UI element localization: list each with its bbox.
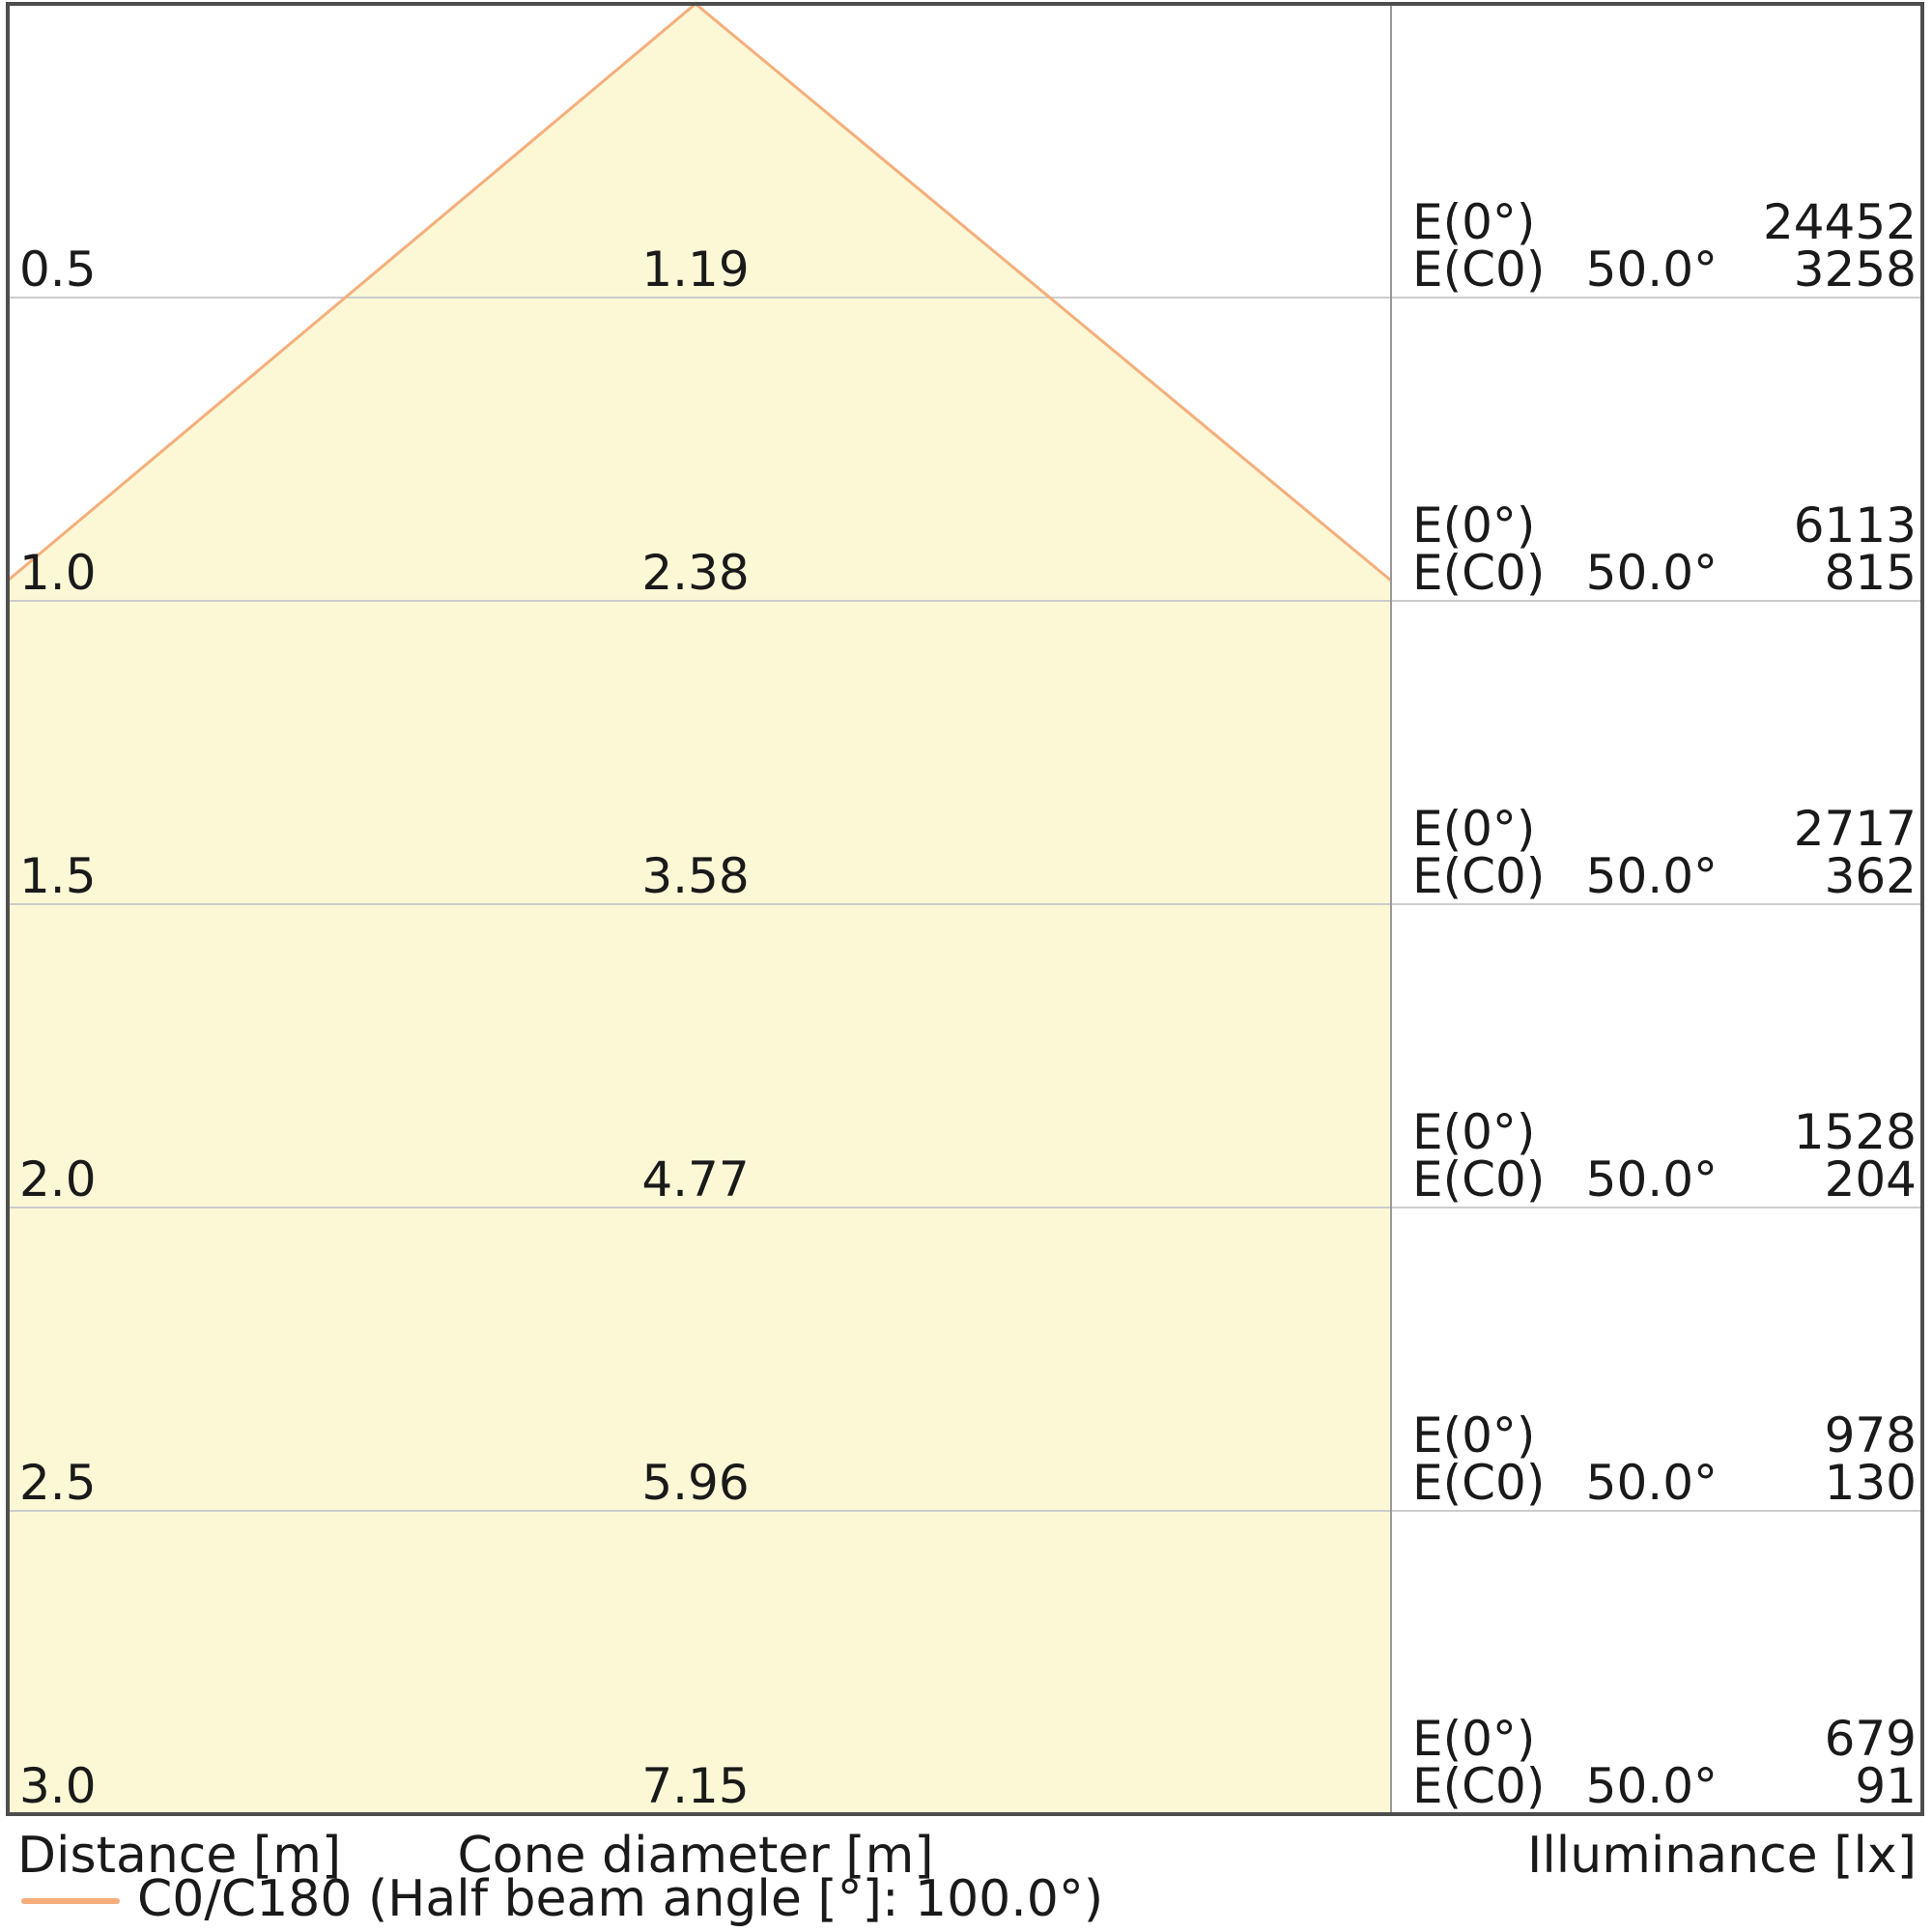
- gridlines: [8, 297, 1922, 1512]
- ec0-value: 130: [1824, 1455, 1917, 1511]
- e0-label: E(0°): [1412, 194, 1536, 250]
- ec0-value: 91: [1855, 1758, 1917, 1814]
- ec0-angle: 50.0°: [1585, 1758, 1718, 1814]
- ec0-line: E(C0) 50.0° 91: [1412, 1758, 1917, 1814]
- e0-line: E(0°) 978: [1412, 1407, 1917, 1463]
- distance-label: 2.5: [19, 1455, 97, 1511]
- ec0-label: E(C0): [1412, 1151, 1546, 1208]
- legend-label: C0/C180 (Half beam angle [°]: 100.0°): [137, 1870, 1104, 1928]
- illuminance-row: E(0°) 2717 E(C0) 50.0° 362: [1412, 801, 1917, 904]
- e0-line: E(0°) 24452: [1412, 194, 1917, 250]
- illuminance-row: E(0°) 6113 E(C0) 50.0° 815: [1412, 497, 1917, 601]
- illuminance-axis-label: Illuminance [lx]: [1527, 1827, 1917, 1885]
- e0-line: E(0°) 679: [1412, 1711, 1917, 1767]
- e0-value: 6113: [1793, 497, 1917, 554]
- ec0-value: 204: [1824, 1151, 1917, 1208]
- distance-axis-label: Distance [m]: [17, 1827, 342, 1885]
- e0-label: E(0°): [1412, 801, 1536, 857]
- ec0-line: E(C0) 50.0° 204: [1412, 1151, 1917, 1208]
- ec0-label: E(C0): [1412, 1758, 1546, 1814]
- ec0-label: E(C0): [1412, 1455, 1546, 1511]
- ec0-line: E(C0) 50.0° 362: [1412, 848, 1917, 904]
- ec0-angle: 50.0°: [1585, 1151, 1718, 1208]
- cone-fill: [8, 4, 1391, 1814]
- ec0-angle: 50.0°: [1585, 848, 1718, 904]
- e0-line: E(0°) 2717: [1412, 801, 1917, 857]
- e0-label: E(0°): [1412, 1407, 1536, 1463]
- e0-label: E(0°): [1412, 1104, 1536, 1160]
- e0-value: 24452: [1762, 194, 1917, 250]
- distance-label: 1.0: [19, 545, 97, 601]
- e0-value: 1528: [1793, 1104, 1917, 1160]
- illuminance-row: E(0°) 679 E(C0) 50.0° 91: [1412, 1711, 1917, 1814]
- cone-diameter-label: 1.19: [641, 242, 750, 298]
- cone-diameter-label: 5.96: [641, 1455, 750, 1511]
- cone-diameter-label: 2.38: [641, 545, 750, 601]
- ec0-label: E(C0): [1412, 545, 1546, 601]
- e0-value: 2717: [1793, 801, 1917, 857]
- legend: C0/C180 (Half beam angle [°]: 100.0°): [0, 1864, 1932, 1932]
- illuminance-row: E(0°) 24452 E(C0) 50.0° 3258: [1412, 194, 1917, 298]
- ec0-angle: 50.0°: [1585, 545, 1718, 601]
- distance-label: 0.5: [19, 242, 97, 298]
- ec0-line: E(C0) 50.0° 130: [1412, 1455, 1917, 1511]
- distance-label: 1.5: [19, 848, 97, 904]
- e0-line: E(0°) 1528: [1412, 1104, 1917, 1160]
- e0-label: E(0°): [1412, 497, 1536, 554]
- illuminance-row: E(0°) 978 E(C0) 50.0° 130: [1412, 1407, 1917, 1511]
- cone-diameter-label: 4.77: [641, 1151, 750, 1208]
- cone-diameter-label: 7.15: [641, 1758, 750, 1814]
- ec0-value: 815: [1824, 545, 1917, 601]
- e0-line: E(0°) 6113: [1412, 497, 1917, 554]
- distance-label: 2.0: [19, 1151, 97, 1208]
- legend-line-swatch: [21, 1898, 120, 1904]
- illuminance-row: E(0°) 1528 E(C0) 50.0° 204: [1412, 1104, 1917, 1208]
- ec0-value: 3258: [1793, 242, 1917, 298]
- ec0-line: E(C0) 50.0° 815: [1412, 545, 1917, 601]
- distance-label: 3.0: [19, 1758, 97, 1814]
- cone-diameter-label: 3.58: [641, 848, 750, 904]
- e0-value: 679: [1824, 1711, 1917, 1767]
- ec0-angle: 50.0°: [1585, 1455, 1718, 1511]
- ec0-label: E(C0): [1412, 242, 1546, 298]
- ec0-angle: 50.0°: [1585, 242, 1718, 298]
- ec0-label: E(C0): [1412, 848, 1546, 904]
- cone-diameter-axis-label: Cone diameter [m]: [457, 1827, 934, 1885]
- plot-border: [6, 2, 1924, 1816]
- e0-value: 978: [1824, 1407, 1917, 1463]
- ec0-value: 362: [1824, 848, 1917, 904]
- e0-label: E(0°): [1412, 1711, 1536, 1767]
- ec0-line: E(C0) 50.0° 3258: [1412, 242, 1917, 298]
